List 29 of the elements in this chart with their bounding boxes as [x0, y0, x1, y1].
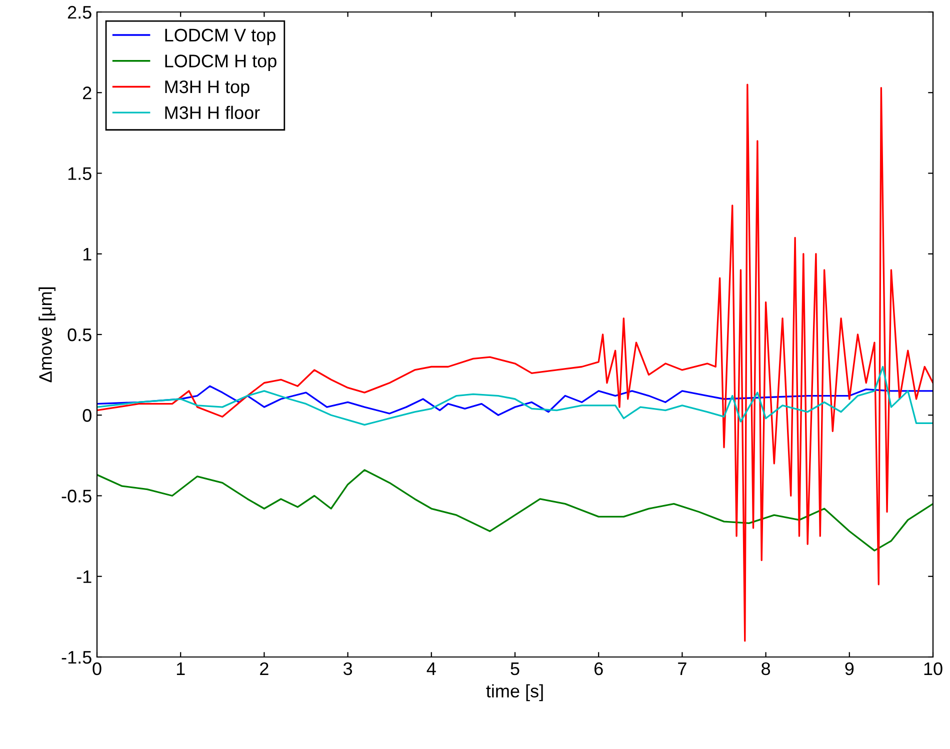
y-tick-label: 2	[83, 86, 92, 100]
y-tick-label: 0.5	[68, 328, 92, 342]
x-tick-label: 4	[426, 662, 436, 675]
y-tick-label: -1.5	[62, 651, 92, 664]
legend-label: LODCM H top	[165, 54, 276, 71]
legend-label: LODCM V top	[165, 28, 276, 46]
x-tick-label: 3	[343, 662, 352, 676]
x-tick-label: 2	[260, 662, 268, 675]
y-tick-label: 1	[83, 248, 92, 260]
y-tick-label: 2.5	[68, 6, 92, 19]
y-tick-label: 1.5	[68, 167, 92, 180]
x-tick-label: 7	[678, 662, 686, 675]
x-tick-label: 0	[92, 662, 102, 676]
x-tick-label: 5	[510, 662, 520, 676]
x-axis-title: time [s]	[486, 684, 543, 702]
y-tick-label: 0	[82, 409, 92, 422]
y-tick-label: -0.5	[62, 490, 92, 502]
x-tick-label: 1	[176, 662, 185, 675]
x-tick-label: 6	[594, 662, 603, 676]
line-series	[97, 366, 933, 426]
y-axis-title: Δmove [μm]	[38, 287, 56, 382]
x-tick-label: 9	[845, 662, 854, 676]
x-tick-label: 8	[762, 662, 770, 676]
line-series	[97, 469, 933, 552]
legend-label: M3H H floor	[165, 106, 260, 120]
x-tick-label: 10	[924, 662, 942, 676]
y-tick-label: -1	[76, 570, 92, 583]
legend-label: M3H H top	[165, 80, 250, 97]
line-series	[97, 385, 933, 416]
